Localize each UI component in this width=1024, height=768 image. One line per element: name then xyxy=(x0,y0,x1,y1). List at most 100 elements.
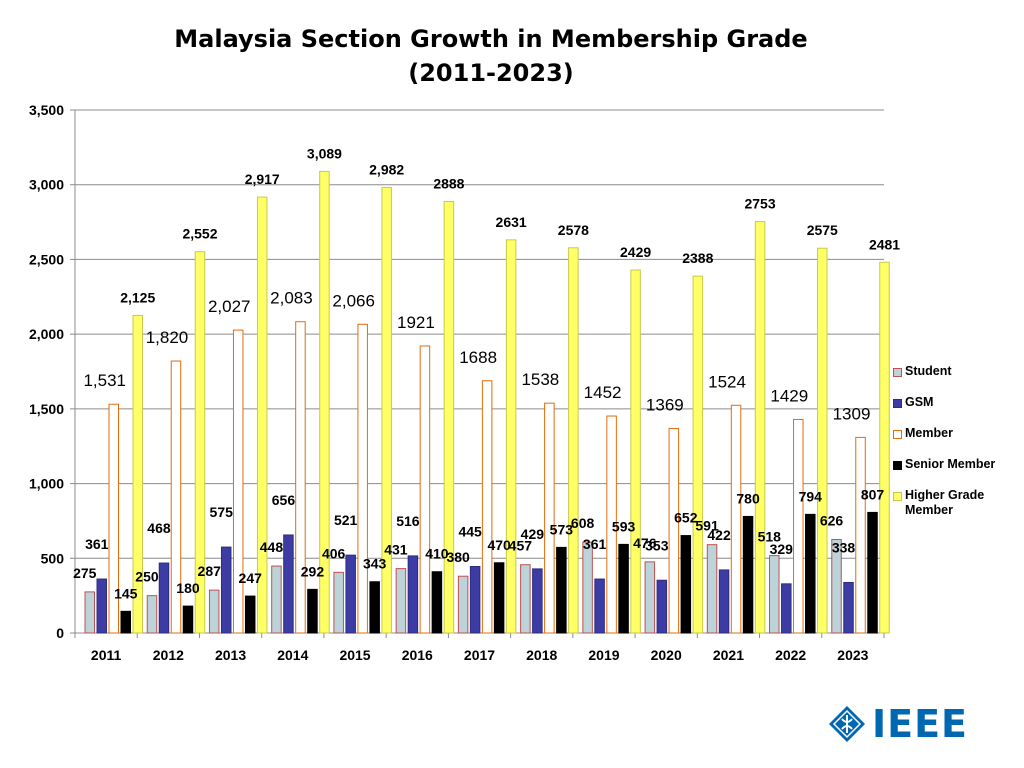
data-label-higher-grade-member: 2,917 xyxy=(245,171,280,187)
chart-title-line2: (2011-2023) xyxy=(408,59,574,87)
bar-senior-member xyxy=(680,535,692,634)
data-label-gsm: 521 xyxy=(334,512,358,528)
data-label-higher-grade-member: 2429 xyxy=(620,244,651,260)
y-tick-label: 500 xyxy=(41,550,65,566)
data-label-gsm: 468 xyxy=(147,520,171,536)
bar-higher-grade-member xyxy=(754,221,766,634)
legend-item-higher-grade-member: Higher Grade Member xyxy=(893,488,1021,519)
bar-gsm xyxy=(843,581,854,634)
bar-higher-grade-member xyxy=(630,269,641,634)
bar-student xyxy=(457,575,469,634)
data-label-member: 1,820 xyxy=(146,328,189,347)
data-label-gsm: 338 xyxy=(832,539,856,555)
data-label-senior-member: 794 xyxy=(799,488,823,504)
data-label-senior-member: 145 xyxy=(114,585,138,601)
bar-member xyxy=(295,321,306,634)
data-label-student: 250 xyxy=(135,569,159,585)
x-tick-label: 2017 xyxy=(464,647,495,663)
bar-gsm xyxy=(718,569,730,634)
bar-student xyxy=(208,589,220,634)
bar-senior-member xyxy=(742,515,754,634)
data-label-member: 1538 xyxy=(521,370,559,389)
x-tick-label: 2014 xyxy=(277,647,308,663)
legend-label: Member xyxy=(905,426,953,440)
data-label-student: 608 xyxy=(571,515,595,531)
x-tick-label: 2018 xyxy=(526,647,557,663)
legend-item-senior-member: Senior Member xyxy=(893,457,1021,488)
bar-member xyxy=(606,415,617,634)
data-label-senior-member: 180 xyxy=(176,580,200,596)
bar-member xyxy=(855,436,866,634)
y-tick-label: 3,500 xyxy=(29,102,64,118)
legend-item-student: Student xyxy=(893,364,1021,395)
data-label-member: 1429 xyxy=(770,386,808,405)
bar-senior-member xyxy=(182,605,194,634)
bar-student xyxy=(146,595,158,634)
bar-gsm xyxy=(532,568,543,634)
ieee-diamond-icon xyxy=(829,706,865,742)
data-label-higher-grade-member: 2481 xyxy=(869,236,900,252)
data-label-senior-member: 247 xyxy=(239,570,263,586)
legend: Student GSM Member Senior Member Higher Grad… xyxy=(893,364,1021,519)
bar-higher-grade-member xyxy=(505,239,517,634)
bar-gsm xyxy=(594,578,605,634)
data-label-senior-member: 470 xyxy=(487,537,511,553)
bar-member xyxy=(232,329,244,634)
bar-student xyxy=(644,561,656,634)
legend-swatch xyxy=(893,492,902,501)
data-label-student: 287 xyxy=(198,563,222,579)
bar-gsm xyxy=(96,578,107,634)
legend-item-gsm: GSM xyxy=(893,395,1021,426)
bar-senior-member xyxy=(867,511,878,634)
bar-gsm xyxy=(407,555,419,634)
data-label-gsm: 656 xyxy=(272,492,296,508)
data-label-gsm: 516 xyxy=(396,513,420,529)
data-label-senior-member: 807 xyxy=(861,486,885,502)
bar-member xyxy=(544,402,555,634)
bar-higher-grade-member xyxy=(568,247,579,634)
bar-gsm xyxy=(220,546,232,634)
data-label-gsm: 361 xyxy=(583,536,607,552)
bar-member xyxy=(357,323,368,634)
legend-label: GSM xyxy=(905,395,934,409)
ieee-logo: IEEE xyxy=(828,702,968,746)
bar-member xyxy=(730,404,742,634)
y-tick-label: 2,500 xyxy=(29,251,64,267)
bar-higher-grade-member xyxy=(817,247,828,634)
data-label-member: 1,531 xyxy=(83,371,126,390)
data-label-gsm: 329 xyxy=(770,541,794,557)
data-label-gsm: 429 xyxy=(521,526,545,542)
legend-label: Student xyxy=(905,364,952,378)
bar-member xyxy=(793,418,804,634)
ieee-logo-text: IEEE xyxy=(872,702,969,746)
data-label-senior-member: 410 xyxy=(425,546,449,562)
data-label-student: 406 xyxy=(322,545,346,561)
x-tick-label: 2021 xyxy=(713,647,744,663)
data-label-higher-grade-member: 2888 xyxy=(433,175,464,191)
x-tick-label: 2012 xyxy=(153,647,184,663)
chart-title-line1: Malaysia Section Growth in Membership Gr… xyxy=(174,25,808,53)
bar-student xyxy=(769,555,780,634)
bar-higher-grade-member xyxy=(692,275,704,634)
bar-higher-grade-member xyxy=(443,200,455,634)
x-tick-label: 2016 xyxy=(402,647,433,663)
bar-senior-member xyxy=(618,543,629,634)
data-label-student: 431 xyxy=(384,542,408,558)
bar-senior-member xyxy=(307,588,318,634)
data-label-higher-grade-member: 2,552 xyxy=(182,226,217,242)
bar-gsm xyxy=(283,534,294,634)
bar-senior-member xyxy=(369,581,380,634)
data-label-higher-grade-member: 3,089 xyxy=(307,145,342,161)
legend-swatch xyxy=(893,461,902,470)
bar-senior-member xyxy=(556,546,567,634)
bar-member xyxy=(108,403,119,634)
data-label-senior-member: 652 xyxy=(674,510,698,526)
bar-higher-grade-member xyxy=(319,170,330,634)
x-tick-label: 2011 xyxy=(91,647,122,663)
x-tick-label: 2013 xyxy=(215,647,246,663)
bar-gsm xyxy=(781,583,792,634)
bar-member xyxy=(668,427,680,634)
bar-student xyxy=(831,538,842,634)
legend-swatch xyxy=(893,430,902,439)
